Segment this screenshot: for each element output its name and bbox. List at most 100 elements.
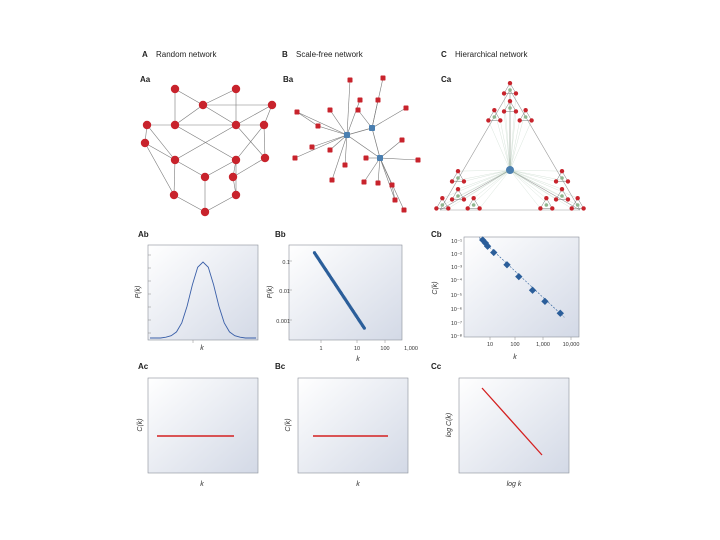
hier-node	[440, 203, 445, 207]
hier-node	[559, 168, 565, 174]
scale-free-node	[294, 109, 300, 115]
plot-bb-ytick-0: 0.1	[282, 260, 290, 266]
hier-node	[513, 109, 519, 114]
scale-free-node	[403, 105, 409, 111]
random-edge	[202, 88, 237, 106]
scale-free-node	[355, 107, 361, 113]
hier-node	[581, 206, 586, 211]
random-node	[267, 100, 277, 110]
scale-free-edge	[346, 134, 381, 159]
random-node	[200, 207, 210, 217]
panel-label-aa: Aa	[140, 75, 151, 84]
random-node	[170, 155, 180, 165]
hier-edge	[457, 169, 511, 172]
scale-free-edge	[379, 157, 396, 201]
hier-edge	[467, 169, 511, 209]
random-node	[198, 100, 208, 110]
column-title-b-text: Scale-free network	[296, 50, 364, 59]
scale-free-edge	[294, 134, 348, 159]
hier-node	[544, 195, 549, 201]
hier-node	[565, 197, 571, 202]
column-title-a: A Random network	[142, 50, 217, 59]
plot-cb-point	[483, 242, 492, 250]
hier-node	[461, 179, 467, 184]
random-node	[228, 172, 238, 182]
panel-label-ac: Ac	[138, 362, 149, 371]
random-node	[231, 190, 241, 200]
hier-node	[455, 168, 461, 174]
hier-edge	[509, 169, 578, 199]
hierarchical-network-diagram	[434, 80, 586, 211]
hier-node	[575, 195, 580, 201]
hier-node	[492, 115, 497, 119]
hier-edge	[509, 120, 520, 171]
scale-free-edge	[377, 157, 381, 184]
hier-node	[529, 118, 534, 123]
plot-bb-point	[362, 326, 366, 330]
hier-edge	[439, 169, 511, 211]
hier-node	[455, 186, 461, 192]
random-node	[259, 120, 269, 130]
hier-edge	[436, 169, 511, 209]
column-title-b: B Scale-free network	[282, 50, 364, 59]
plot-cb-xlabel: k	[513, 354, 517, 361]
plot-bc: k C(k)	[285, 377, 409, 488]
hier-edge	[451, 169, 511, 200]
hier-edge	[509, 120, 532, 171]
plot-bb-xtick-3: 1,000	[404, 346, 418, 352]
hier-node	[550, 206, 555, 211]
scale-free-edge	[346, 99, 361, 136]
plot-cc-decay-line	[481, 387, 543, 456]
hier-node	[560, 194, 564, 198]
hier-edge	[509, 169, 568, 182]
hier-node	[523, 115, 528, 119]
random-edge	[232, 157, 266, 178]
hier-edge	[479, 169, 511, 209]
plot-cc: log k log C(k)	[446, 377, 570, 488]
plot-bb-points	[312, 251, 366, 330]
plot-cc-frame	[458, 377, 570, 474]
scale-free-node	[401, 207, 407, 213]
scale-free-edge	[371, 99, 379, 129]
panel-label-bc: Bc	[275, 362, 286, 371]
column-title-c-text: Hierarchical network	[455, 50, 528, 59]
hier-node	[471, 195, 476, 201]
hier-edge	[509, 169, 584, 209]
hier-edge	[509, 169, 557, 200]
plot-cb-ytick-3: 10⁻⁴	[451, 277, 463, 284]
hier-node	[446, 206, 451, 211]
scale-free-node	[375, 97, 381, 103]
hier-edge	[448, 169, 511, 209]
plot-bb-xtick-0: 1	[319, 346, 322, 352]
hier-node	[501, 91, 507, 96]
hier-node	[440, 195, 445, 201]
random-edge	[144, 142, 175, 196]
hier-node	[575, 203, 580, 207]
scale-free-edge	[379, 157, 419, 161]
column-letter-b: B	[282, 50, 288, 59]
hier-node	[449, 197, 455, 202]
scale-free-node	[329, 177, 335, 183]
plot-cb-point	[556, 309, 564, 317]
random-node	[170, 84, 180, 94]
random-edge	[204, 194, 237, 213]
panel-label-ca: Ca	[441, 75, 452, 84]
scale-free-edge	[371, 127, 381, 159]
hier-edge	[500, 120, 511, 171]
hier-node	[508, 88, 512, 92]
plot-cb-ytick-2: 10⁻³	[451, 265, 462, 271]
random-edge	[174, 124, 237, 161]
plot-cb-xtick-0: 10	[487, 342, 493, 348]
hier-node	[461, 197, 467, 202]
plot-ac-ylabel: C(k)	[137, 418, 144, 431]
hier-node	[553, 197, 559, 202]
plot-bc-xlabel: k	[356, 481, 360, 488]
scale-free-edge	[379, 139, 403, 159]
hier-edge	[509, 89, 581, 211]
hier-edge	[509, 169, 541, 209]
scale-free-hub-node	[344, 132, 350, 138]
scale-free-node	[309, 144, 315, 150]
scale-free-edge	[346, 79, 351, 136]
column-letter-a: A	[142, 50, 148, 59]
